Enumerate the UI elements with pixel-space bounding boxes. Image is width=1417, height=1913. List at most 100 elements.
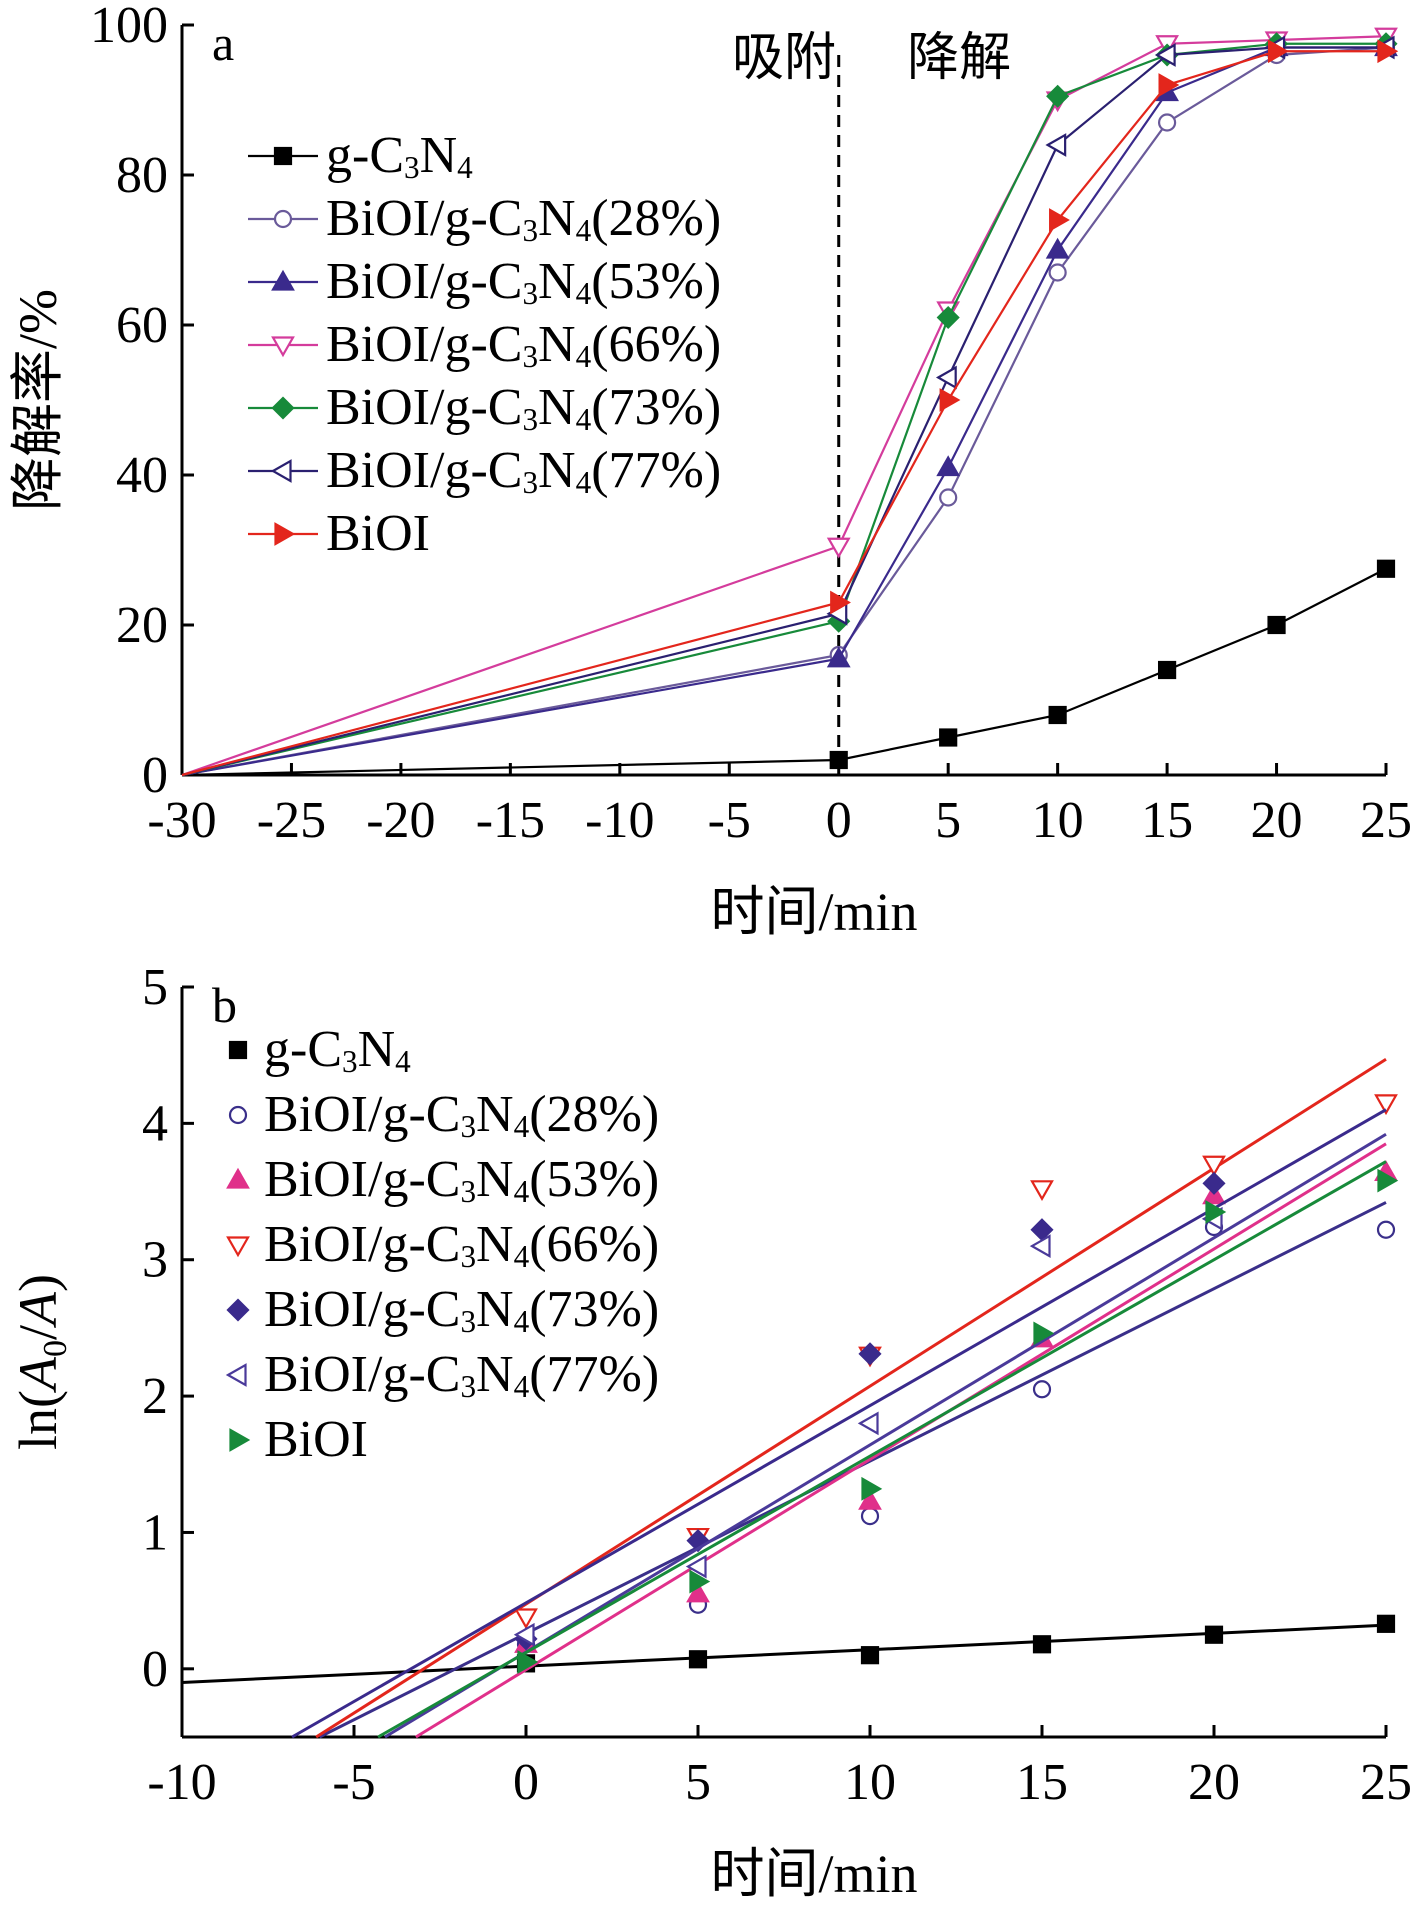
data-point bbox=[936, 455, 961, 477]
data-point bbox=[830, 590, 851, 615]
data-point bbox=[1267, 615, 1286, 635]
data-point bbox=[857, 1411, 879, 1436]
data-point bbox=[1374, 1094, 1398, 1116]
y-tick-label: 0 bbox=[142, 1641, 168, 1698]
phase-annotation: 降解 bbox=[907, 30, 1011, 87]
x-tick-label: 20 bbox=[1251, 792, 1303, 849]
x-tick-label: -5 bbox=[332, 1754, 375, 1811]
x-tick-label: 10 bbox=[844, 1754, 896, 1811]
legend-label: BiOI bbox=[264, 1411, 368, 1468]
data-point bbox=[1030, 1180, 1054, 1202]
y-tick-label: 1 bbox=[142, 1504, 168, 1561]
y-tick-label: 2 bbox=[142, 1368, 168, 1425]
panel-label: a bbox=[212, 15, 234, 71]
legend: g-C3N4BiOI/g-C3N4(28%)BiOI/g-C3N4(53%)Bi… bbox=[225, 1021, 659, 1468]
y-tick-label: 100 bbox=[90, 0, 168, 54]
x-tick-label: -25 bbox=[257, 792, 326, 849]
data-point bbox=[1033, 1321, 1055, 1346]
chart-panel-a: -30 -25 -20 -15 -10 -5 0 5 10 15 20 25 0 20 40 60 80 100 a… bbox=[8, 0, 1412, 942]
fit-line bbox=[291, 1108, 1387, 1739]
legend-label: g-C3N4 bbox=[264, 1021, 411, 1079]
data-point bbox=[1202, 1155, 1226, 1177]
fit-line bbox=[181, 1623, 1387, 1684]
series-0 bbox=[181, 559, 1396, 777]
fit-line bbox=[415, 1142, 1387, 1739]
x-tick-label: 15 bbox=[1016, 1754, 1068, 1811]
legend-marker bbox=[270, 459, 292, 483]
x-tick-label: -10 bbox=[585, 792, 654, 849]
x-axis-title: 时间/min bbox=[710, 1844, 917, 1904]
data-point bbox=[1048, 263, 1067, 282]
legend-marker bbox=[226, 1167, 250, 1189]
y-tick-label: 80 bbox=[116, 147, 168, 204]
legend-marker bbox=[226, 1236, 250, 1258]
data-point bbox=[858, 1342, 882, 1366]
x-tick-label: 5 bbox=[685, 1754, 711, 1811]
data-point bbox=[829, 750, 848, 770]
y-tick-label: 40 bbox=[116, 447, 168, 504]
x-tick-label: 15 bbox=[1141, 792, 1193, 849]
legend-label: BiOI bbox=[326, 505, 430, 562]
data-point bbox=[939, 388, 961, 412]
data-point bbox=[1376, 559, 1396, 578]
legend-label: g-C3N4 bbox=[326, 127, 473, 185]
x-tick-label: 25 bbox=[1360, 1754, 1412, 1811]
x-tick-label: 5 bbox=[935, 792, 961, 849]
y-tick-label: 3 bbox=[142, 1232, 168, 1289]
data-point bbox=[1045, 237, 1070, 259]
fit-line bbox=[377, 1160, 1387, 1739]
panel-label: b bbox=[212, 977, 237, 1033]
legend-marker bbox=[274, 522, 296, 546]
legend-marker bbox=[271, 269, 295, 291]
data-point bbox=[1157, 660, 1177, 680]
data-point bbox=[1032, 1380, 1052, 1399]
legend-label: BiOI/g-C3N4(53%) bbox=[326, 253, 721, 311]
data-point bbox=[1205, 1200, 1227, 1224]
data-point bbox=[1045, 133, 1067, 157]
legend-marker bbox=[228, 1040, 248, 1060]
legend-marker bbox=[273, 146, 293, 166]
legend-label: BiOI/g-C3N4(66%) bbox=[264, 1216, 659, 1274]
y-tick-label: 60 bbox=[116, 297, 168, 354]
data-point bbox=[939, 488, 958, 507]
data-point bbox=[826, 537, 851, 559]
data-point bbox=[1376, 1220, 1396, 1239]
data-point bbox=[688, 1650, 708, 1669]
legend-label: BiOI/g-C3N4(28%) bbox=[326, 190, 721, 248]
x-tick-label: 25 bbox=[1360, 792, 1412, 849]
y-tick-label: 5 bbox=[142, 959, 168, 1016]
legend-marker bbox=[271, 336, 295, 358]
data-point bbox=[1202, 1171, 1226, 1195]
series-6 bbox=[377, 1160, 1399, 1739]
y-axis-title: 降解率/% bbox=[8, 289, 68, 511]
legend-marker bbox=[226, 1298, 250, 1322]
data-point bbox=[517, 1650, 539, 1674]
data-point bbox=[1048, 705, 1067, 725]
data-point bbox=[1377, 39, 1399, 64]
data-point bbox=[858, 1488, 882, 1510]
y-axis-title: ln(A0/A) bbox=[8, 1274, 74, 1450]
data-point bbox=[1267, 39, 1289, 64]
x-tick-label: 10 bbox=[1032, 792, 1084, 849]
data-point bbox=[686, 1581, 710, 1603]
series-0 bbox=[181, 1614, 1396, 1684]
data-point bbox=[1204, 1625, 1224, 1644]
series-6 bbox=[181, 39, 1399, 777]
y-tick-label: 4 bbox=[142, 1095, 168, 1152]
data-point bbox=[861, 1476, 883, 1501]
data-point bbox=[935, 365, 957, 390]
x-tick-label: -5 bbox=[708, 792, 751, 849]
legend-label: BiOI/g-C3N4(77%) bbox=[326, 442, 721, 500]
x-tick-label: 20 bbox=[1188, 1754, 1240, 1811]
legend-marker bbox=[229, 1428, 251, 1452]
fit-line bbox=[315, 1058, 1387, 1739]
data-point bbox=[1157, 113, 1177, 132]
data-point bbox=[936, 305, 960, 330]
data-point bbox=[860, 1506, 880, 1526]
legend-label: BiOI/g-C3N4(77%) bbox=[264, 1346, 659, 1404]
data-point bbox=[514, 1608, 538, 1630]
data-point bbox=[1032, 1635, 1052, 1654]
